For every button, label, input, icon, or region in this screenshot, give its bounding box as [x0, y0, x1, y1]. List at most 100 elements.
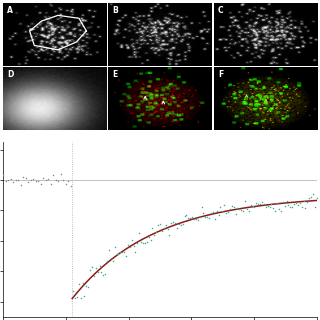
Point — [195, 218, 200, 223]
Point — [169, 221, 174, 226]
Point — [246, 208, 251, 213]
Point — [227, 207, 232, 212]
Point — [271, 206, 276, 211]
Point — [135, 240, 140, 245]
Point — [148, 238, 153, 243]
Point — [116, 251, 121, 256]
Point — [165, 226, 170, 231]
Point — [53, 177, 58, 182]
Point — [80, 281, 85, 286]
Point — [310, 192, 316, 197]
Point — [314, 195, 319, 200]
Point — [282, 203, 287, 208]
Point — [72, 295, 77, 300]
Point — [150, 225, 155, 230]
Point — [207, 216, 212, 221]
Point — [137, 231, 142, 236]
Point — [90, 264, 95, 269]
Point — [258, 202, 263, 207]
Point — [248, 202, 253, 207]
Point — [273, 209, 278, 214]
Point — [71, 288, 76, 293]
Point — [280, 199, 285, 204]
Point — [307, 196, 312, 201]
Point — [214, 209, 219, 214]
Point — [243, 198, 248, 204]
Point — [105, 258, 110, 263]
Text: C: C — [218, 6, 223, 15]
Point — [118, 249, 123, 254]
Point — [103, 271, 108, 276]
Point — [41, 176, 46, 181]
Point — [186, 215, 191, 220]
Point — [303, 206, 308, 211]
Point — [290, 204, 295, 210]
Point — [220, 209, 225, 214]
Point — [252, 204, 257, 209]
Point — [28, 178, 33, 183]
Point — [122, 249, 127, 254]
Point — [193, 216, 198, 221]
Point — [182, 214, 187, 219]
Point — [108, 256, 114, 261]
Point — [3, 179, 8, 184]
Point — [254, 201, 259, 206]
Point — [293, 201, 299, 206]
Point — [176, 222, 181, 227]
Point — [159, 228, 164, 234]
Text: F: F — [218, 70, 223, 79]
Point — [131, 244, 136, 249]
Point — [229, 203, 234, 208]
Point — [312, 204, 317, 209]
Point — [6, 177, 11, 182]
Point — [224, 211, 229, 216]
Point — [275, 201, 280, 206]
Point — [189, 214, 195, 219]
Point — [48, 181, 53, 187]
Point — [36, 178, 41, 183]
Point — [292, 202, 297, 207]
Point — [267, 204, 272, 209]
Point — [127, 244, 132, 250]
Point — [161, 225, 166, 230]
Text: E: E — [113, 70, 118, 79]
Point — [23, 176, 28, 181]
Point — [1, 173, 6, 178]
Point — [82, 293, 87, 299]
Point — [120, 250, 125, 255]
Point — [31, 176, 36, 181]
Point — [114, 252, 119, 257]
Point — [212, 217, 217, 222]
Point — [218, 204, 223, 209]
Point — [56, 179, 61, 184]
Point — [152, 232, 157, 237]
Point — [43, 177, 48, 182]
Point — [86, 284, 91, 290]
Point — [154, 229, 159, 235]
Point — [269, 201, 274, 206]
Point — [58, 172, 63, 177]
Point — [237, 206, 242, 211]
Point — [256, 202, 261, 207]
Point — [88, 268, 93, 273]
Point — [156, 223, 161, 228]
Point — [208, 210, 213, 215]
Point — [13, 177, 18, 182]
Point — [18, 182, 23, 187]
Point — [157, 222, 163, 227]
Point — [91, 274, 96, 279]
Point — [286, 202, 291, 207]
Point — [299, 205, 304, 210]
Point — [146, 235, 151, 240]
Point — [11, 180, 16, 185]
Point — [97, 264, 102, 269]
Point — [167, 232, 172, 237]
Point — [142, 241, 148, 246]
Text: A: A — [7, 6, 13, 15]
Point — [261, 202, 267, 207]
Point — [63, 181, 68, 187]
Point — [297, 200, 302, 205]
Point — [265, 204, 270, 209]
Point — [180, 221, 185, 226]
Point — [110, 259, 115, 264]
